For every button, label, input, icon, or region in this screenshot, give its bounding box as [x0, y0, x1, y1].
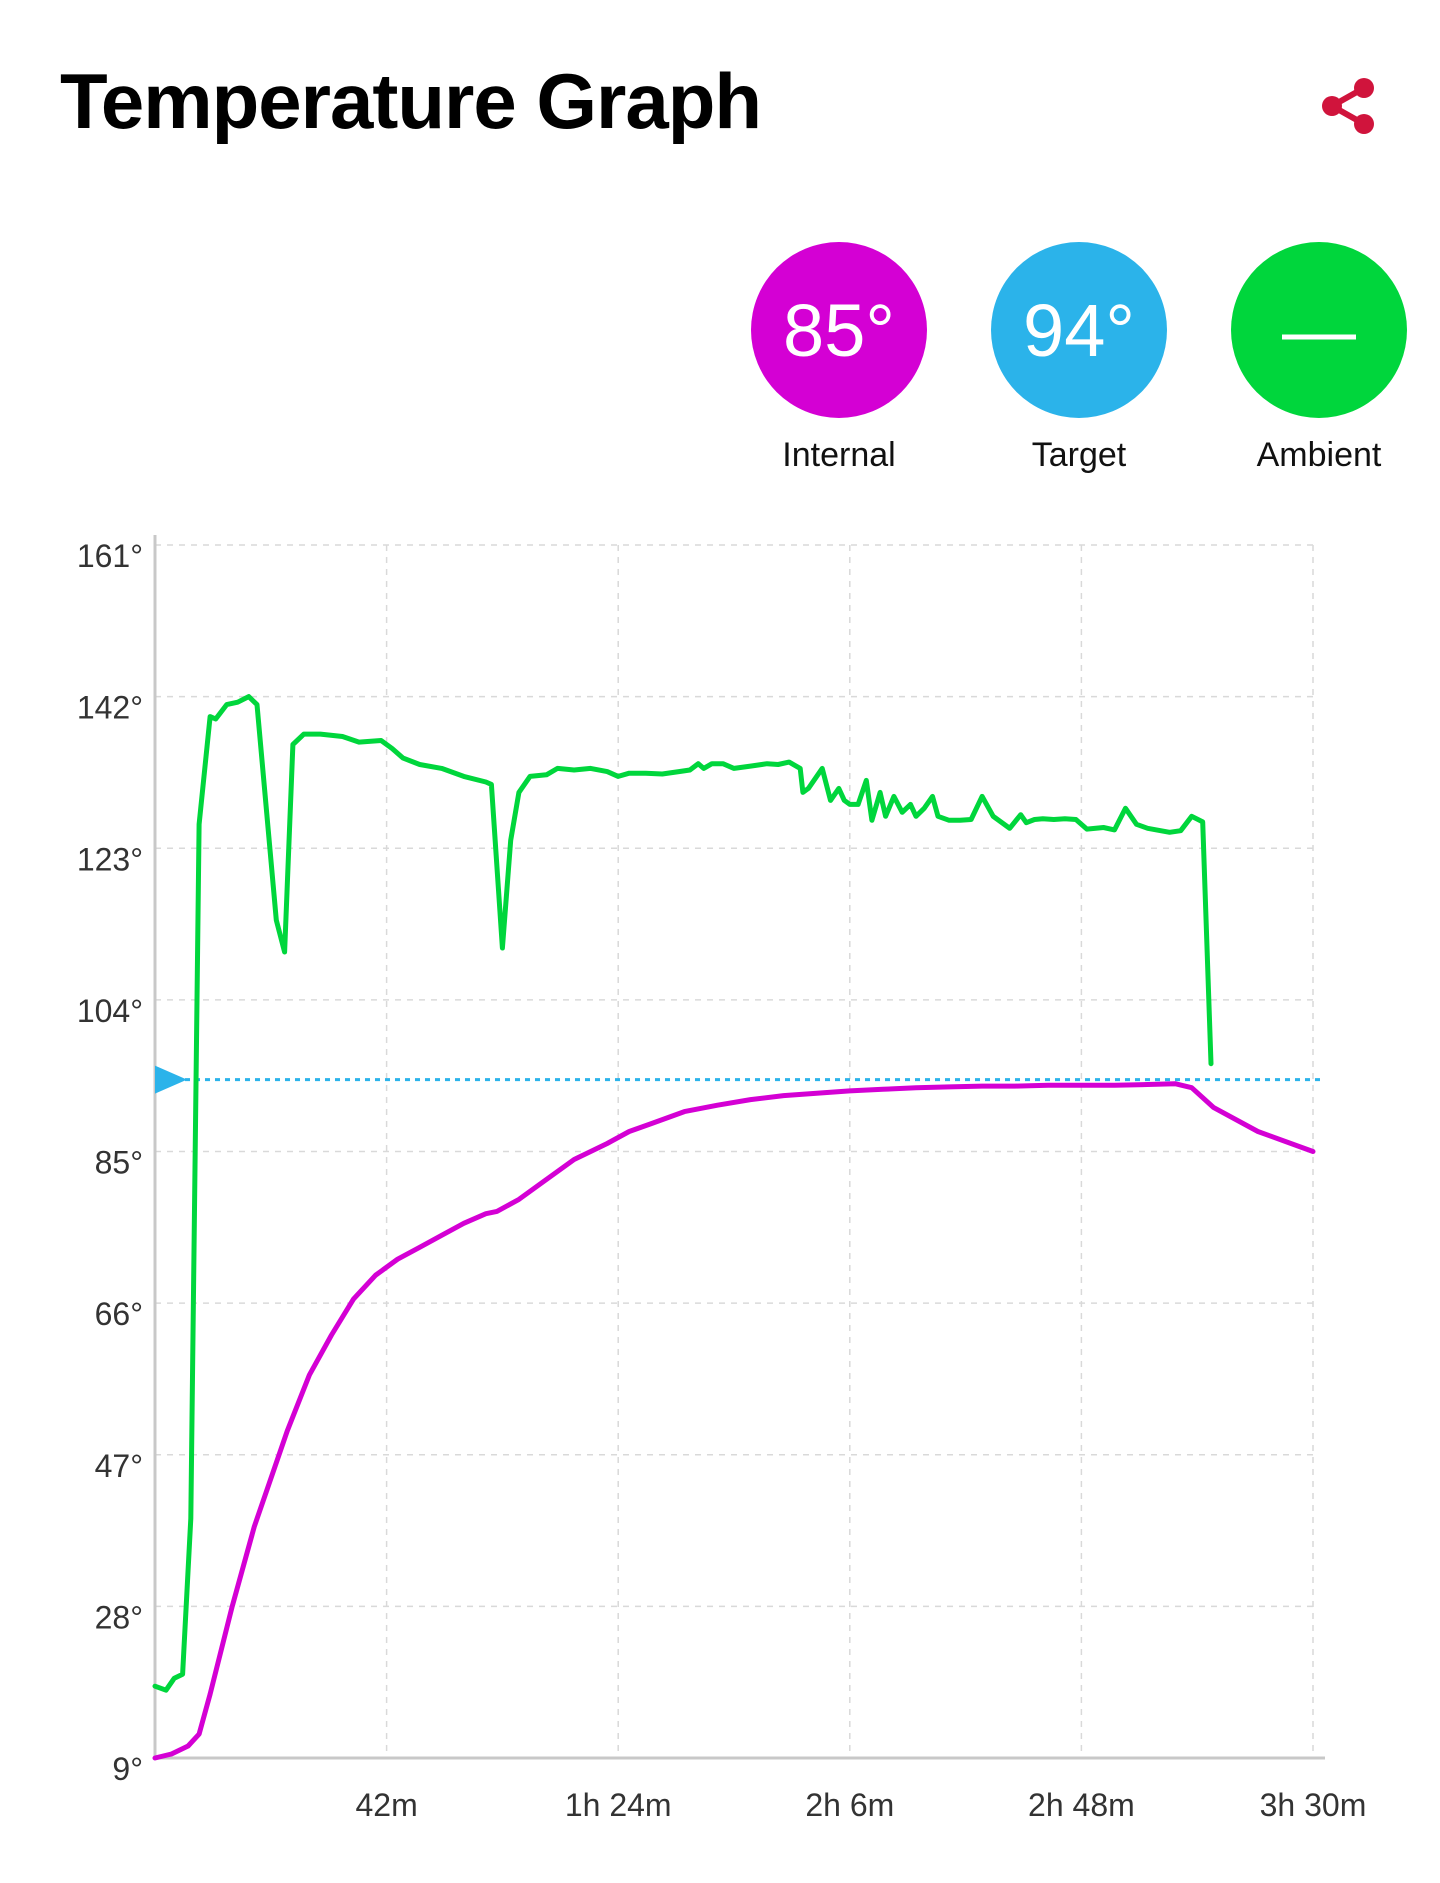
page-title: Temperature Graph — [60, 57, 762, 145]
series-line-ambient — [152, 694, 1214, 1693]
x-tick-label: 42m — [355, 1787, 417, 1823]
share-icon — [1322, 78, 1374, 134]
y-tick-label: 123° — [77, 841, 143, 877]
y-tick-label: 85° — [95, 1145, 143, 1181]
y-tick-label: 9° — [112, 1751, 143, 1787]
target-stat[interactable]: 94° Target — [989, 242, 1169, 475]
y-tick-label: 66° — [95, 1296, 143, 1332]
share-button[interactable] — [1316, 74, 1380, 138]
x-tick-label: 3h 30m — [1260, 1787, 1367, 1823]
y-tick-label: 161° — [77, 538, 143, 574]
series-line-internal — [152, 1081, 1316, 1761]
target-temp-badge[interactable]: 94° — [991, 242, 1167, 418]
ambient-label: Ambient — [1256, 436, 1382, 474]
ambient-stat: — Ambient — [1229, 242, 1409, 475]
y-tick-label: 142° — [77, 690, 143, 726]
x-tick-label: 1h 24m — [565, 1787, 672, 1823]
temperature-chart: 9° 28° 47° 66° 85° 104° 123° 142° 161° 42m 1h 24m 2… — [77, 535, 1367, 1823]
y-tick-label: 104° — [77, 993, 143, 1029]
target-marker-icon[interactable] — [155, 1065, 187, 1094]
x-tick-label: 2h 48m — [1028, 1787, 1135, 1823]
internal-temp-badge: 85° — [751, 242, 927, 418]
x-tick-label: 2h 6m — [805, 1787, 894, 1823]
y-tick-label: 47° — [95, 1448, 143, 1484]
internal-label: Internal — [782, 436, 896, 474]
ambient-temp-badge: — — [1231, 242, 1407, 418]
y-tick-label: 28° — [95, 1599, 143, 1635]
internal-stat: 85° Internal — [749, 242, 929, 475]
target-label: Target — [1031, 436, 1127, 474]
